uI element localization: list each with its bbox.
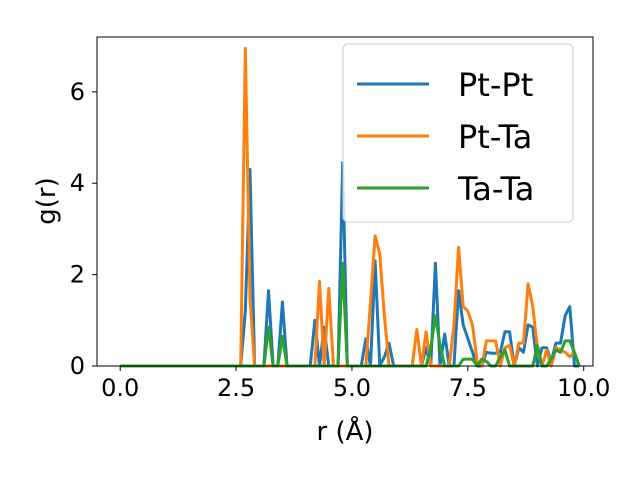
y-tick-label: 4 xyxy=(70,169,85,197)
x-tick-label: 5.0 xyxy=(333,374,371,402)
legend: Pt-Pt Pt-Ta Ta-Ta xyxy=(342,43,574,223)
x-tick-label: 2.5 xyxy=(217,374,255,402)
y-tick-label: 6 xyxy=(70,78,85,106)
legend-box xyxy=(342,43,574,223)
legend-label-pt-pt: Pt-Pt xyxy=(458,66,533,104)
x-axis-ticks: 0.0 2.5 5.0 7.5 10.0 xyxy=(101,366,610,402)
y-tick-label: 0 xyxy=(70,352,85,380)
x-tick-label: 0.0 xyxy=(101,374,139,402)
y-axis-ticks: 0 2 4 6 xyxy=(70,78,97,380)
plot-frame xyxy=(96,36,594,367)
y-tick-label: 2 xyxy=(70,261,85,289)
x-tick-label: 10.0 xyxy=(557,374,610,402)
legend-label-ta-ta: Ta-Ta xyxy=(457,170,534,208)
legend-label-pt-ta: Pt-Ta xyxy=(458,118,532,156)
x-tick-label: 7.5 xyxy=(449,374,487,402)
x-axis-label: r (Å) xyxy=(316,415,373,447)
y-axis-label: g(r) xyxy=(32,177,62,224)
